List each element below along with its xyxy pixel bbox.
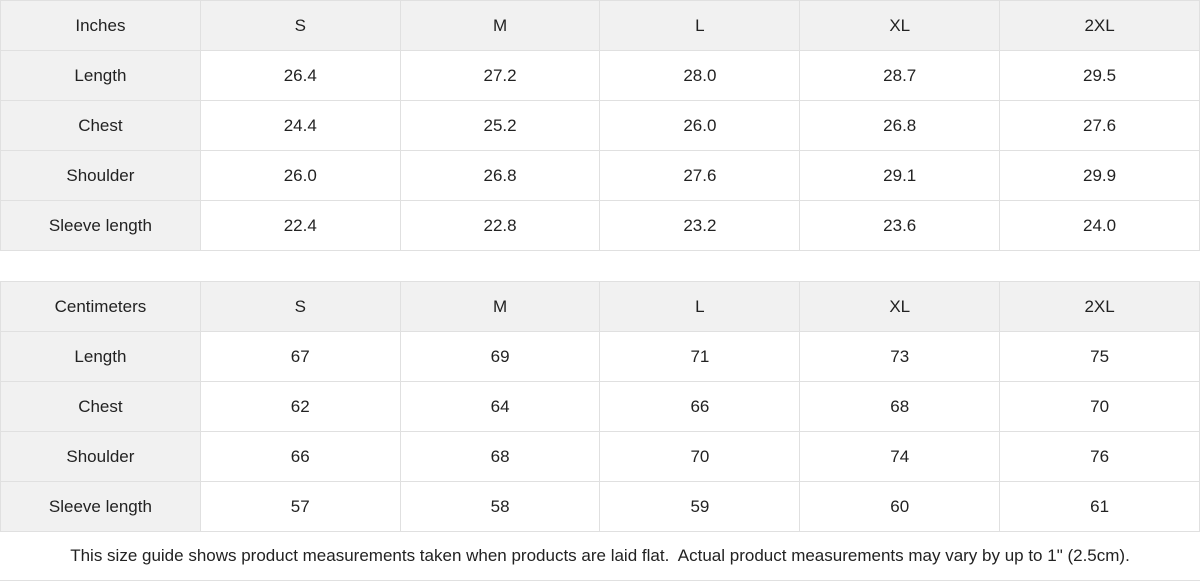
measurement-value-cell: 27.6: [599, 150, 801, 201]
size-header-cell: L: [599, 0, 801, 51]
header-row: Inches S M L XL 2XL: [0, 0, 1200, 51]
measurement-value-cell: 75: [999, 331, 1200, 382]
measurement-value-cell: 29.9: [999, 150, 1200, 201]
size-header-cell: L: [599, 281, 801, 332]
measurement-value-cell: 22.8: [399, 200, 601, 251]
measurement-value-cell: 66: [599, 381, 801, 432]
measurement-label-cell: Length: [0, 331, 201, 382]
measurement-value-cell: 25.2: [399, 100, 601, 151]
measurement-row: Chest 24.4 25.2 26.0 26.8 27.6: [0, 100, 1200, 151]
size-guide-footer-note: This size guide shows product measuremen…: [0, 532, 1200, 581]
measurement-value-cell: 68: [399, 431, 601, 482]
measurement-label-cell: Length: [0, 50, 201, 101]
measurement-value-cell: 57: [199, 481, 401, 532]
measurement-value-cell: 70: [999, 381, 1200, 432]
measurement-row: Length 67 69 71 73 75: [0, 331, 1200, 382]
measurement-value-cell: 70: [599, 431, 801, 482]
measurement-value-cell: 28.0: [599, 50, 801, 101]
measurement-value-cell: 71: [599, 331, 801, 382]
measurement-row: Chest 62 64 66 68 70: [0, 381, 1200, 432]
measurement-value-cell: 59: [599, 481, 801, 532]
measurement-value-cell: 24.0: [999, 200, 1200, 251]
size-header-cell: XL: [799, 281, 1001, 332]
size-table-inches: Inches S M L XL 2XL Length 26.4 27.2 28.0 28.7 29.5…: [0, 0, 1200, 251]
measurement-value-cell: 73: [799, 331, 1001, 382]
measurement-value-cell: 26.4: [199, 50, 401, 101]
measurement-row: Shoulder 26.0 26.8 27.6 29.1 29.9: [0, 150, 1200, 201]
measurement-value-cell: 29.5: [999, 50, 1200, 101]
measurement-value-cell: 66: [199, 431, 401, 482]
measurement-value-cell: 26.8: [399, 150, 601, 201]
measurement-value-cell: 28.7: [799, 50, 1001, 101]
measurement-label-cell: Sleeve length: [0, 481, 201, 532]
measurement-label-cell: Shoulder: [0, 150, 201, 201]
measurement-value-cell: 67: [199, 331, 401, 382]
measurement-value-cell: 58: [399, 481, 601, 532]
unit-header-cell: Centimeters: [0, 281, 201, 332]
measurement-value-cell: 26.8: [799, 100, 1001, 151]
measurement-value-cell: 74: [799, 431, 1001, 482]
measurement-value-cell: 29.1: [799, 150, 1001, 201]
size-header-cell: 2XL: [999, 281, 1200, 332]
size-header-cell: 2XL: [999, 0, 1200, 51]
measurement-label-cell: Sleeve length: [0, 200, 201, 251]
measurement-row: Length 26.4 27.2 28.0 28.7 29.5: [0, 50, 1200, 101]
measurement-value-cell: 27.6: [999, 100, 1200, 151]
size-header-cell: M: [399, 281, 601, 332]
measurement-value-cell: 64: [399, 381, 601, 432]
measurement-row: Sleeve length 57 58 59 60 61: [0, 481, 1200, 532]
measurement-value-cell: 23.2: [599, 200, 801, 251]
size-header-cell: XL: [799, 0, 1001, 51]
measurement-value-cell: 22.4: [199, 200, 401, 251]
measurement-value-cell: 68: [799, 381, 1001, 432]
measurement-value-cell: 60: [799, 481, 1001, 532]
measurement-label-cell: Shoulder: [0, 431, 201, 482]
measurement-value-cell: 23.6: [799, 200, 1001, 251]
measurement-value-cell: 61: [999, 481, 1200, 532]
size-header-cell: M: [399, 0, 601, 51]
measurement-label-cell: Chest: [0, 381, 201, 432]
measurement-value-cell: 26.0: [199, 150, 401, 201]
size-header-cell: S: [199, 0, 401, 51]
measurement-value-cell: 62: [199, 381, 401, 432]
measurement-row: Sleeve length 22.4 22.8 23.2 23.6 24.0: [0, 200, 1200, 251]
unit-header-cell: Inches: [0, 0, 201, 51]
size-table-centimeters: Centimeters S M L XL 2XL Length 67 69 71 73 75 Chest…: [0, 281, 1200, 532]
measurement-row: Shoulder 66 68 70 74 76: [0, 431, 1200, 482]
measurement-value-cell: 24.4: [199, 100, 401, 151]
measurement-value-cell: 26.0: [599, 100, 801, 151]
header-row: Centimeters S M L XL 2XL: [0, 281, 1200, 332]
measurement-value-cell: 69: [399, 331, 601, 382]
table-gap: [0, 251, 1200, 281]
size-header-cell: S: [199, 281, 401, 332]
measurement-value-cell: 76: [999, 431, 1200, 482]
measurement-label-cell: Chest: [0, 100, 201, 151]
measurement-value-cell: 27.2: [399, 50, 601, 101]
